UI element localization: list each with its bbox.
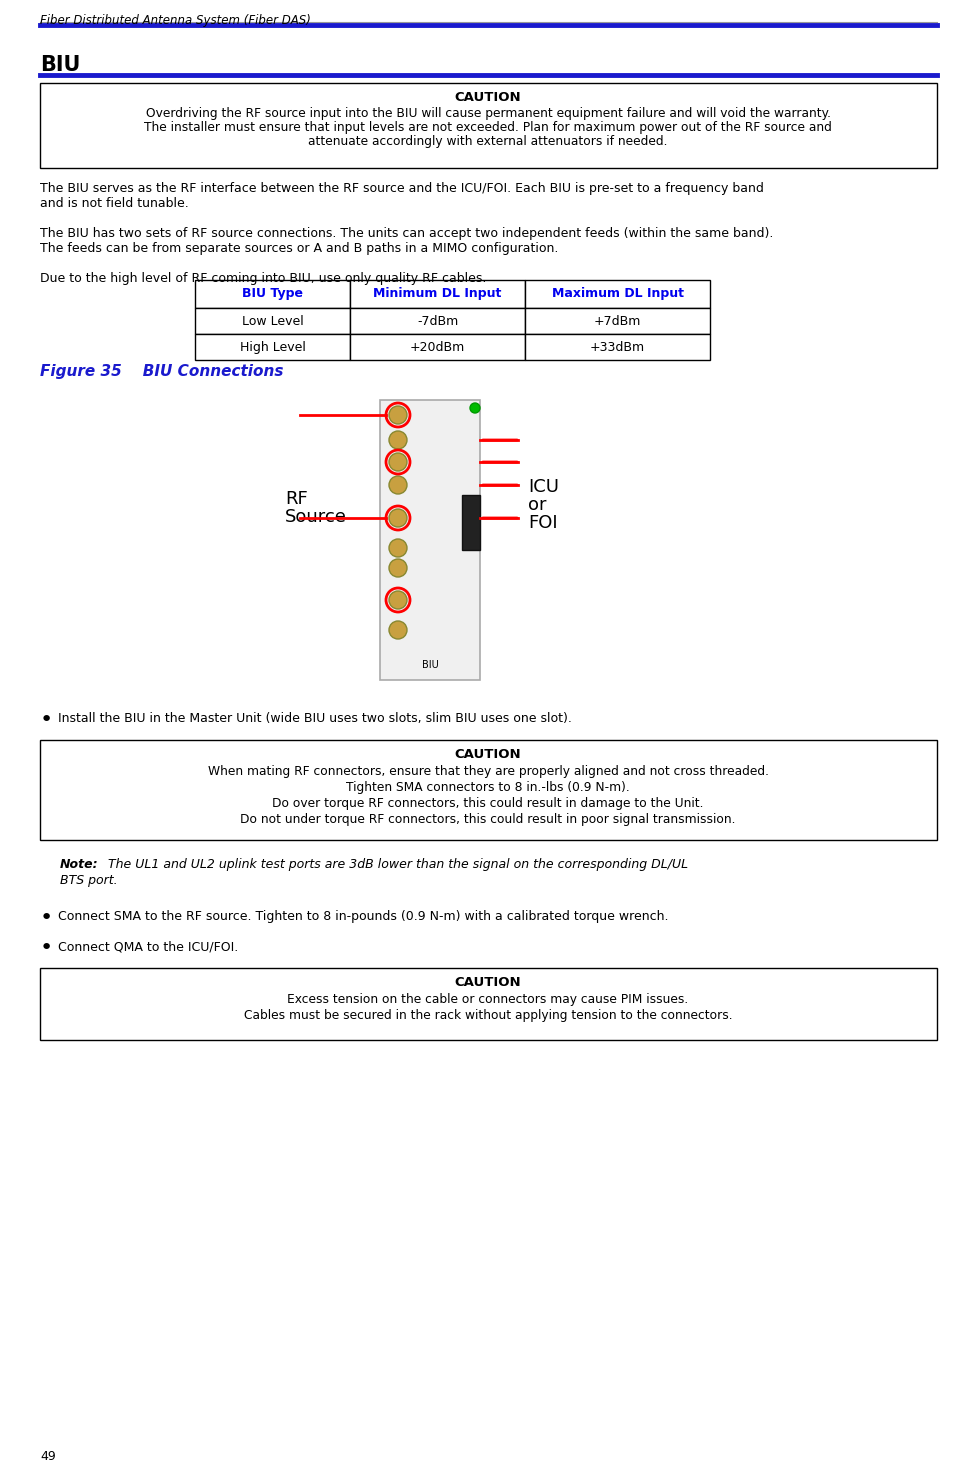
Text: The feeds can be from separate sources or A and B paths in a MIMO configuration.: The feeds can be from separate sources o… (40, 242, 559, 255)
Bar (525, 308, 710, 335)
Text: Source: Source (285, 508, 347, 526)
Text: Connect SMA to the RF source. Tighten to 8 in-pounds (0.9 N-m) with a calibrated: Connect SMA to the RF source. Tighten to… (58, 910, 668, 923)
Text: BIU: BIU (422, 661, 439, 669)
Text: RF: RF (285, 490, 308, 508)
Text: CAUTION: CAUTION (454, 91, 522, 104)
Text: When mating RF connectors, ensure that they are properly aligned and not cross t: When mating RF connectors, ensure that t… (207, 765, 769, 778)
Bar (195, 308, 350, 335)
Text: The UL1 and UL2 uplink test ports are 3dB lower than the signal on the correspon: The UL1 and UL2 uplink test ports are 3d… (100, 857, 688, 871)
Text: Due to the high level of RF coming into BIU, use only quality RF cables.: Due to the high level of RF coming into … (40, 272, 487, 285)
Text: BIU Type: BIU Type (242, 288, 303, 299)
Circle shape (470, 404, 480, 413)
Text: Cables must be secured in the rack without applying tension to the connectors.: Cables must be secured in the rack witho… (243, 1009, 733, 1022)
Text: Maximum DL Input: Maximum DL Input (551, 288, 684, 299)
Circle shape (389, 592, 407, 609)
Text: 49: 49 (40, 1450, 56, 1464)
Text: •: • (40, 909, 54, 928)
Text: Tighten SMA connectors to 8 in.-lbs (0.9 N-m).: Tighten SMA connectors to 8 in.-lbs (0.9… (346, 781, 630, 794)
Circle shape (389, 559, 407, 577)
Text: FOI: FOI (528, 514, 558, 531)
Text: The BIU serves as the RF interface between the RF source and the ICU/FOI. Each B: The BIU serves as the RF interface betwe… (40, 182, 764, 195)
Bar (462, 495, 480, 550)
Text: attenuate accordingly with external attenuators if needed.: attenuate accordingly with external atte… (309, 135, 667, 148)
Text: BIU: BIU (40, 54, 80, 75)
Text: CAUTION: CAUTION (454, 976, 522, 989)
Circle shape (389, 539, 407, 556)
Bar (380, 399, 480, 680)
Text: Connect QMA to the ICU/FOI.: Connect QMA to the ICU/FOI. (58, 940, 238, 953)
Text: CAUTION: CAUTION (454, 749, 522, 760)
Text: -7dBm: -7dBm (417, 316, 458, 327)
Text: The installer must ensure that input levels are not exceeded. Plan for maximum p: The installer must ensure that input lev… (144, 120, 832, 134)
Text: Figure 35    BIU Connections: Figure 35 BIU Connections (40, 364, 283, 379)
Text: or: or (528, 496, 546, 514)
Text: •: • (40, 938, 54, 959)
Text: Low Level: Low Level (241, 316, 304, 327)
Circle shape (389, 621, 407, 639)
Text: +33dBm: +33dBm (590, 341, 645, 354)
Circle shape (389, 407, 407, 424)
Bar (525, 280, 710, 308)
Bar (195, 335, 350, 360)
Text: Note:: Note: (60, 857, 99, 871)
Text: and is not field tunable.: and is not field tunable. (40, 197, 189, 210)
Bar (350, 335, 525, 360)
Text: High Level: High Level (239, 341, 306, 354)
Circle shape (389, 509, 407, 527)
Circle shape (389, 432, 407, 449)
Bar (40, 84, 937, 167)
Text: Overdriving the RF source input into the BIU will cause permanent equipment fail: Overdriving the RF source input into the… (146, 107, 830, 120)
Bar (350, 308, 525, 335)
Bar (350, 280, 525, 308)
Text: •: • (40, 711, 54, 730)
Bar (40, 967, 937, 1039)
Circle shape (389, 454, 407, 471)
Text: +7dBm: +7dBm (594, 316, 641, 327)
Circle shape (389, 476, 407, 495)
Text: ICU: ICU (528, 479, 559, 496)
Text: Fiber Distributed Antenna System (Fiber DAS): Fiber Distributed Antenna System (Fiber … (40, 15, 311, 26)
Text: Do over torque RF connectors, this could result in damage to the Unit.: Do over torque RF connectors, this could… (273, 797, 703, 810)
Text: Minimum DL Input: Minimum DL Input (373, 288, 501, 299)
Text: Install the BIU in the Master Unit (wide BIU uses two slots, slim BIU uses one s: Install the BIU in the Master Unit (wide… (58, 712, 572, 725)
Text: +20dBm: +20dBm (410, 341, 465, 354)
Text: The BIU has two sets of RF source connections. The units can accept two independ: The BIU has two sets of RF source connec… (40, 228, 774, 239)
Text: Do not under torque RF connectors, this could result in poor signal transmission: Do not under torque RF connectors, this … (240, 813, 736, 826)
Text: BTS port.: BTS port. (60, 873, 117, 887)
Bar (195, 280, 350, 308)
Bar (525, 335, 710, 360)
Text: Excess tension on the cable or connectors may cause PIM issues.: Excess tension on the cable or connector… (287, 992, 689, 1006)
Bar (40, 740, 937, 840)
